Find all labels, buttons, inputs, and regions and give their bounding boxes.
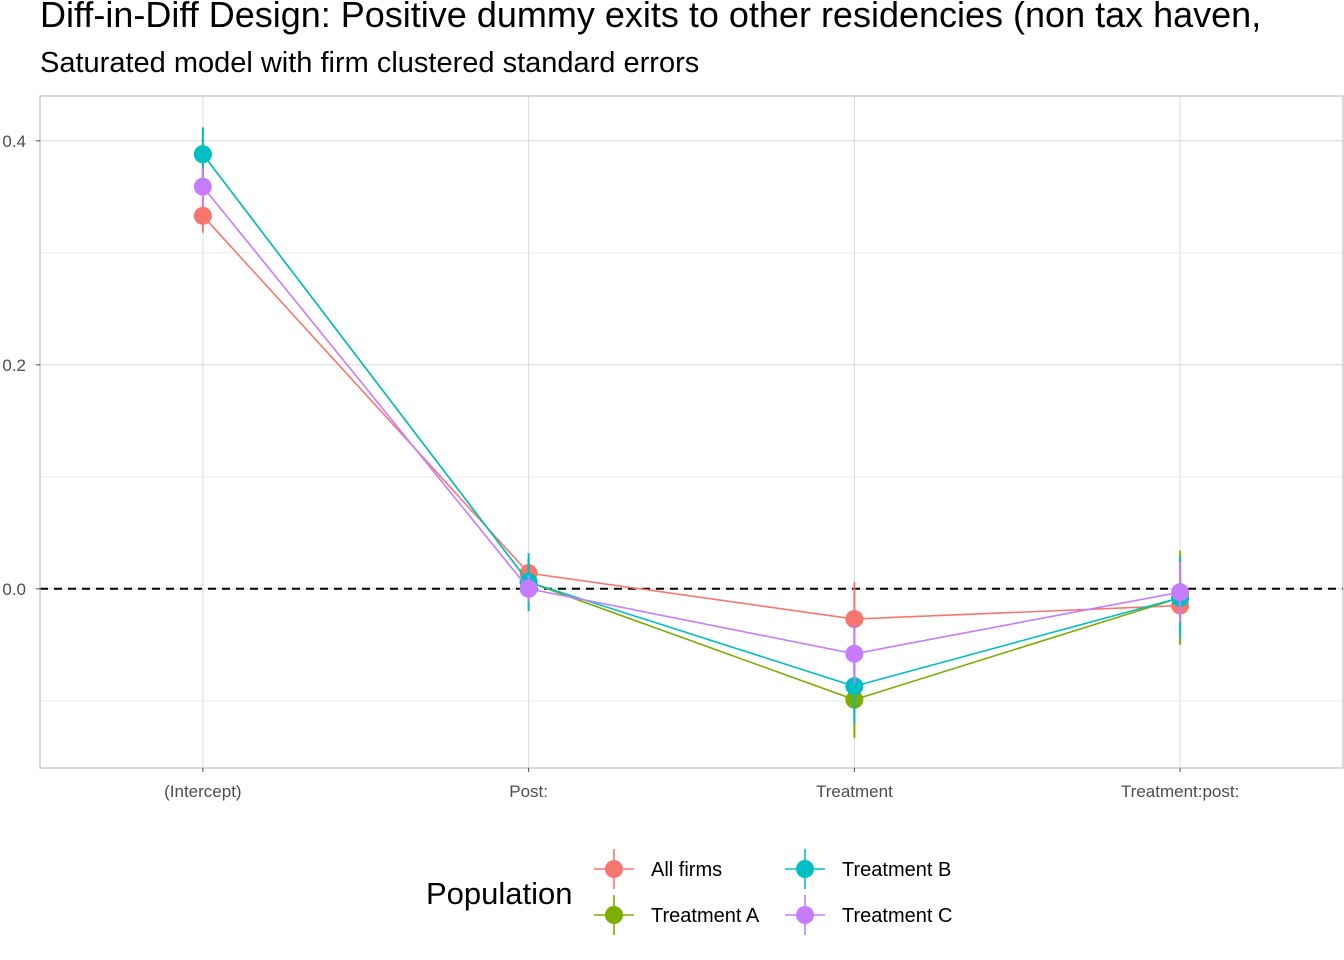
data-point [193, 145, 212, 164]
legend-item: Treatment A [594, 895, 760, 935]
legend-title: Population [426, 876, 573, 911]
series-group [193, 127, 1190, 738]
legend-item: Treatment C [785, 895, 952, 935]
x-tick-label: Treatment [816, 782, 893, 801]
data-point [845, 610, 864, 629]
y-tick-label: 0.2 [2, 356, 26, 375]
legend-key-point [796, 906, 814, 924]
axes: 0.0 0.2 0.4 (Intercept) Post: Treatment Treatm… [2, 95, 1344, 801]
series-all-firms [193, 199, 1190, 656]
legend-label: Treatment B [842, 859, 951, 881]
chart-title: Diff-in-Diff Design: Positive dummy exit… [40, 0, 1262, 35]
y-tick-label: 0.4 [2, 132, 26, 151]
x-tick-label: Treatment:post: [1121, 782, 1239, 801]
series-line [202, 215, 1181, 620]
y-tick-label: 0.0 [2, 580, 26, 599]
x-tick-label: Post: [509, 782, 548, 801]
series-treatment-a [193, 129, 1190, 738]
data-point [845, 677, 864, 696]
legend: Population All firms Treatment A Treatment … [426, 849, 952, 935]
legend-item: Treatment B [785, 849, 951, 889]
data-point [193, 206, 212, 225]
legend-key-point [605, 860, 623, 878]
legend-label: All firms [651, 859, 722, 881]
chart-subtitle: Saturated model with firm clustered stan… [40, 47, 700, 79]
legend-label: Treatment A [651, 905, 760, 927]
legend-label: Treatment C [842, 905, 952, 927]
data-point [519, 579, 538, 598]
series-line [202, 186, 1181, 655]
data-point [845, 644, 864, 663]
series-treatment-c [193, 167, 1190, 684]
x-tick-label: (Intercept) [164, 782, 241, 801]
series-line [202, 153, 1181, 688]
panel-border [39, 95, 1344, 769]
series-line [202, 153, 1181, 701]
legend-key-point [796, 860, 814, 878]
data-point [1171, 583, 1190, 602]
legend-key-point [605, 906, 623, 924]
data-point [193, 177, 212, 196]
legend-item: All firms [594, 849, 722, 889]
series-treatment-b [193, 127, 1190, 724]
